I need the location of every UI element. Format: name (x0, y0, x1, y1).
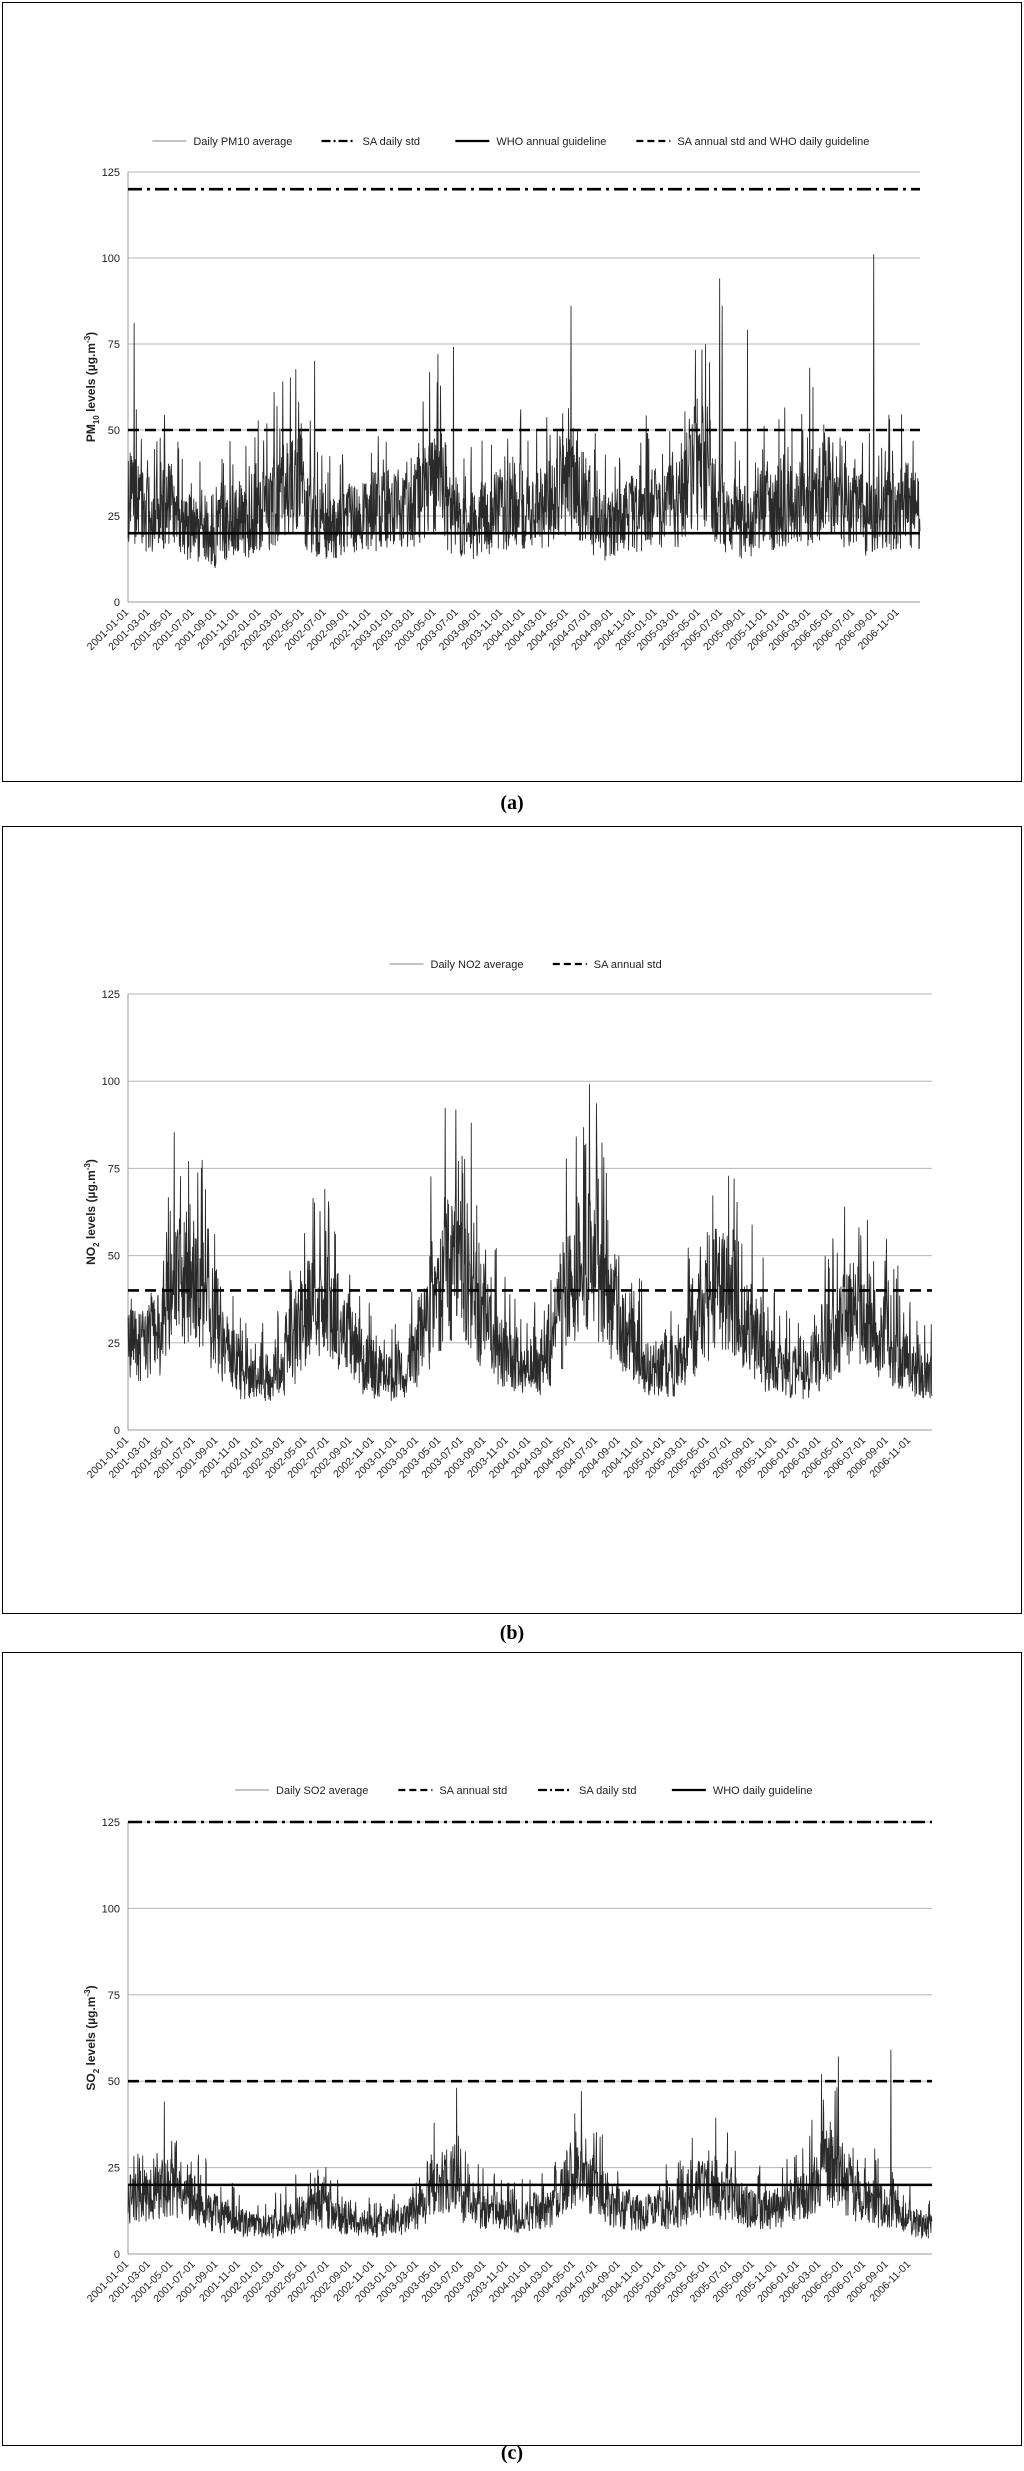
y-tick-label: 125 (102, 167, 120, 179)
panel-b-frame (2, 826, 1022, 1614)
y-tick-label: 75 (108, 1163, 120, 1175)
legend-label: Daily SO2 average (276, 1785, 368, 1797)
panel-a-frame (2, 2, 1022, 782)
y-tick-label: 100 (102, 1903, 120, 1915)
y-tick-label: 25 (108, 1338, 120, 1350)
y-tick-label: 0 (114, 1425, 120, 1437)
y-tick-label: 0 (114, 597, 120, 609)
series-line-daily-so2-average (127, 2049, 933, 2239)
legend-label: Daily NO2 average (431, 959, 524, 971)
y-tick-label: 50 (108, 425, 120, 437)
y-axis-label: NO2 levels (µg.m-3) (83, 1159, 101, 1265)
y-axis-label: SO2 levels (µg.m-3) (83, 1985, 101, 2090)
y-tick-label: 25 (108, 511, 120, 523)
y-tick-label: 100 (102, 1076, 120, 1088)
y-tick-label: 125 (102, 1817, 120, 1829)
series-line-daily-no2-average (127, 1084, 933, 1402)
y-axis-label: PM10 levels (µg.m-3) (83, 332, 101, 442)
y-tick-label: 50 (108, 1251, 120, 1263)
y-tick-label: 0 (114, 2249, 120, 2261)
legend-label: SA daily std (363, 136, 420, 148)
chart-so2: 02550751001252001-01-012001-03-012001-05… (83, 1785, 933, 2305)
legend-label: SA daily std (579, 1785, 636, 1797)
legend-label: SA annual std and WHO daily guideline (677, 136, 869, 148)
y-tick-label: 75 (108, 1990, 120, 2002)
panel-a-caption: (a) (500, 792, 524, 814)
legend-label: SA annual std (594, 959, 662, 971)
series-line-daily-pm10-average (127, 254, 921, 569)
chart-pm10: 02550751001252001-01-012001-03-012001-05… (83, 136, 921, 653)
y-tick-label: 125 (102, 989, 120, 1001)
y-tick-label: 50 (108, 2076, 120, 2088)
y-tick-label: 25 (108, 2163, 120, 2175)
chart-no2: 02550751001252001-01-012001-03-012001-05… (83, 959, 933, 1481)
legend-label: Daily PM10 average (193, 136, 292, 148)
panel-b-caption: (b) (499, 1622, 525, 1644)
panel-c-caption: (c) (500, 2442, 524, 2464)
y-tick-label: 75 (108, 339, 120, 351)
legend-label: SA annual std (439, 1785, 507, 1797)
panel-c-frame (2, 1652, 1022, 2446)
legend-label: WHO annual guideline (496, 136, 606, 148)
y-tick-label: 100 (102, 253, 120, 265)
legend-label: WHO daily guideline (713, 1785, 813, 1797)
